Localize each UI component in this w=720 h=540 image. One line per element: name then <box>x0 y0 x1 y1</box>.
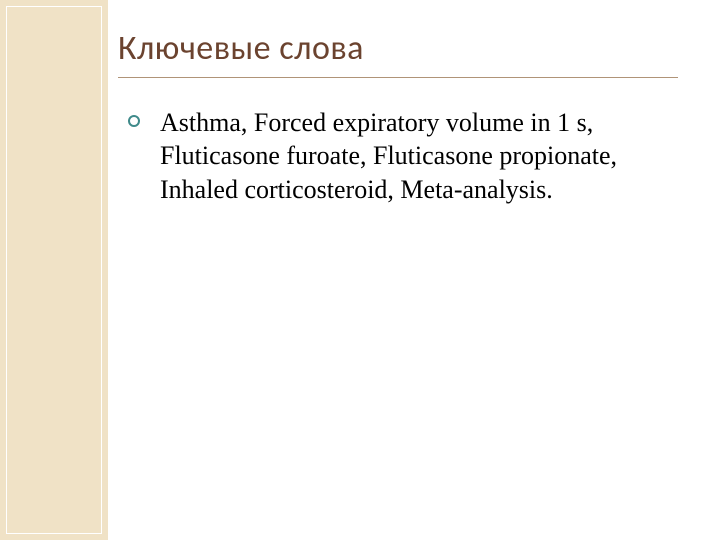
sidebar-inner-border <box>6 6 102 534</box>
bullet-list: Asthma, Forced expiratory volume in 1 s,… <box>118 106 690 206</box>
list-item: Asthma, Forced expiratory volume in 1 s,… <box>148 106 690 206</box>
slide-content: Ключевые слова Asthma, Forced expiratory… <box>118 28 690 206</box>
list-item-text: Asthma, Forced expiratory volume in 1 s,… <box>160 108 617 204</box>
bullet-ring-icon <box>128 115 140 127</box>
decorative-sidebar <box>0 0 108 540</box>
title-underline <box>118 77 678 78</box>
slide-title: Ключевые слова <box>118 28 690 69</box>
